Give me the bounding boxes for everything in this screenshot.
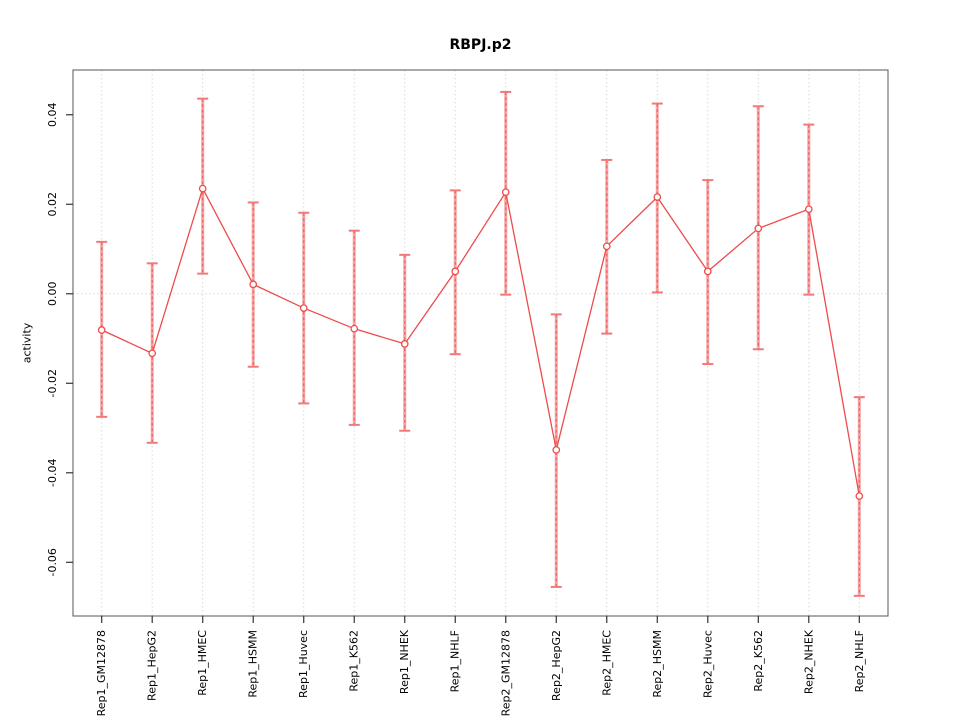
y-tick-label: -0.04 [46, 459, 59, 487]
x-tick-label: Rep2_K562 [752, 630, 765, 692]
data-point [552, 446, 561, 454]
chart-title: RBPJ.p2 [449, 37, 512, 53]
x-tick-label: Rep1_K562 [348, 630, 361, 692]
data-point [148, 349, 157, 358]
x-tick-label: Rep1_HMEC [196, 630, 209, 696]
data-point [855, 492, 864, 500]
data-point [602, 242, 611, 251]
y-tick-label: 0.00 [46, 282, 59, 307]
data-point [97, 326, 106, 334]
x-tick-label: Rep1_HepG2 [146, 630, 159, 701]
x-tick-label: Rep1_GM12878 [95, 630, 108, 716]
data-point [400, 340, 409, 348]
data-point [451, 267, 460, 276]
x-tick-label: Rep2_GM12878 [499, 630, 512, 716]
x-tick-label: Rep1_NHEK [398, 629, 411, 694]
x-tick-label: Rep1_HSMM [247, 630, 260, 698]
x-tick-label: Rep2_Huvec [701, 630, 714, 698]
data-point [804, 205, 813, 214]
data-point [249, 280, 258, 289]
plot-box [72, 69, 889, 617]
y-axis-label: activity [20, 322, 34, 364]
series-line [101, 186, 860, 497]
x-tick-label: Rep2_HepG2 [550, 630, 563, 701]
data-point [299, 304, 308, 312]
data-point [703, 267, 712, 276]
y-tick-label: 0.04 [46, 103, 59, 128]
x-tick-label: Rep1_Huvec [297, 630, 310, 698]
data-point [754, 224, 763, 233]
data-point [198, 184, 207, 193]
y-tick-label: -0.02 [46, 369, 59, 397]
x-tick-label: Rep2_HMEC [600, 630, 613, 696]
x-tick-label: Rep2_NHEK [802, 629, 815, 694]
x-tick-label: Rep2_HSMM [651, 630, 664, 698]
data-point [653, 193, 662, 201]
y-tick-label: 0.02 [46, 192, 59, 217]
x-tick-label: Rep2_NHLF [853, 630, 866, 692]
data-point [350, 324, 359, 333]
x-tick-label: Rep1_NHLF [449, 630, 462, 692]
data-point [501, 188, 510, 197]
y-tick-label: -0.06 [46, 548, 59, 576]
